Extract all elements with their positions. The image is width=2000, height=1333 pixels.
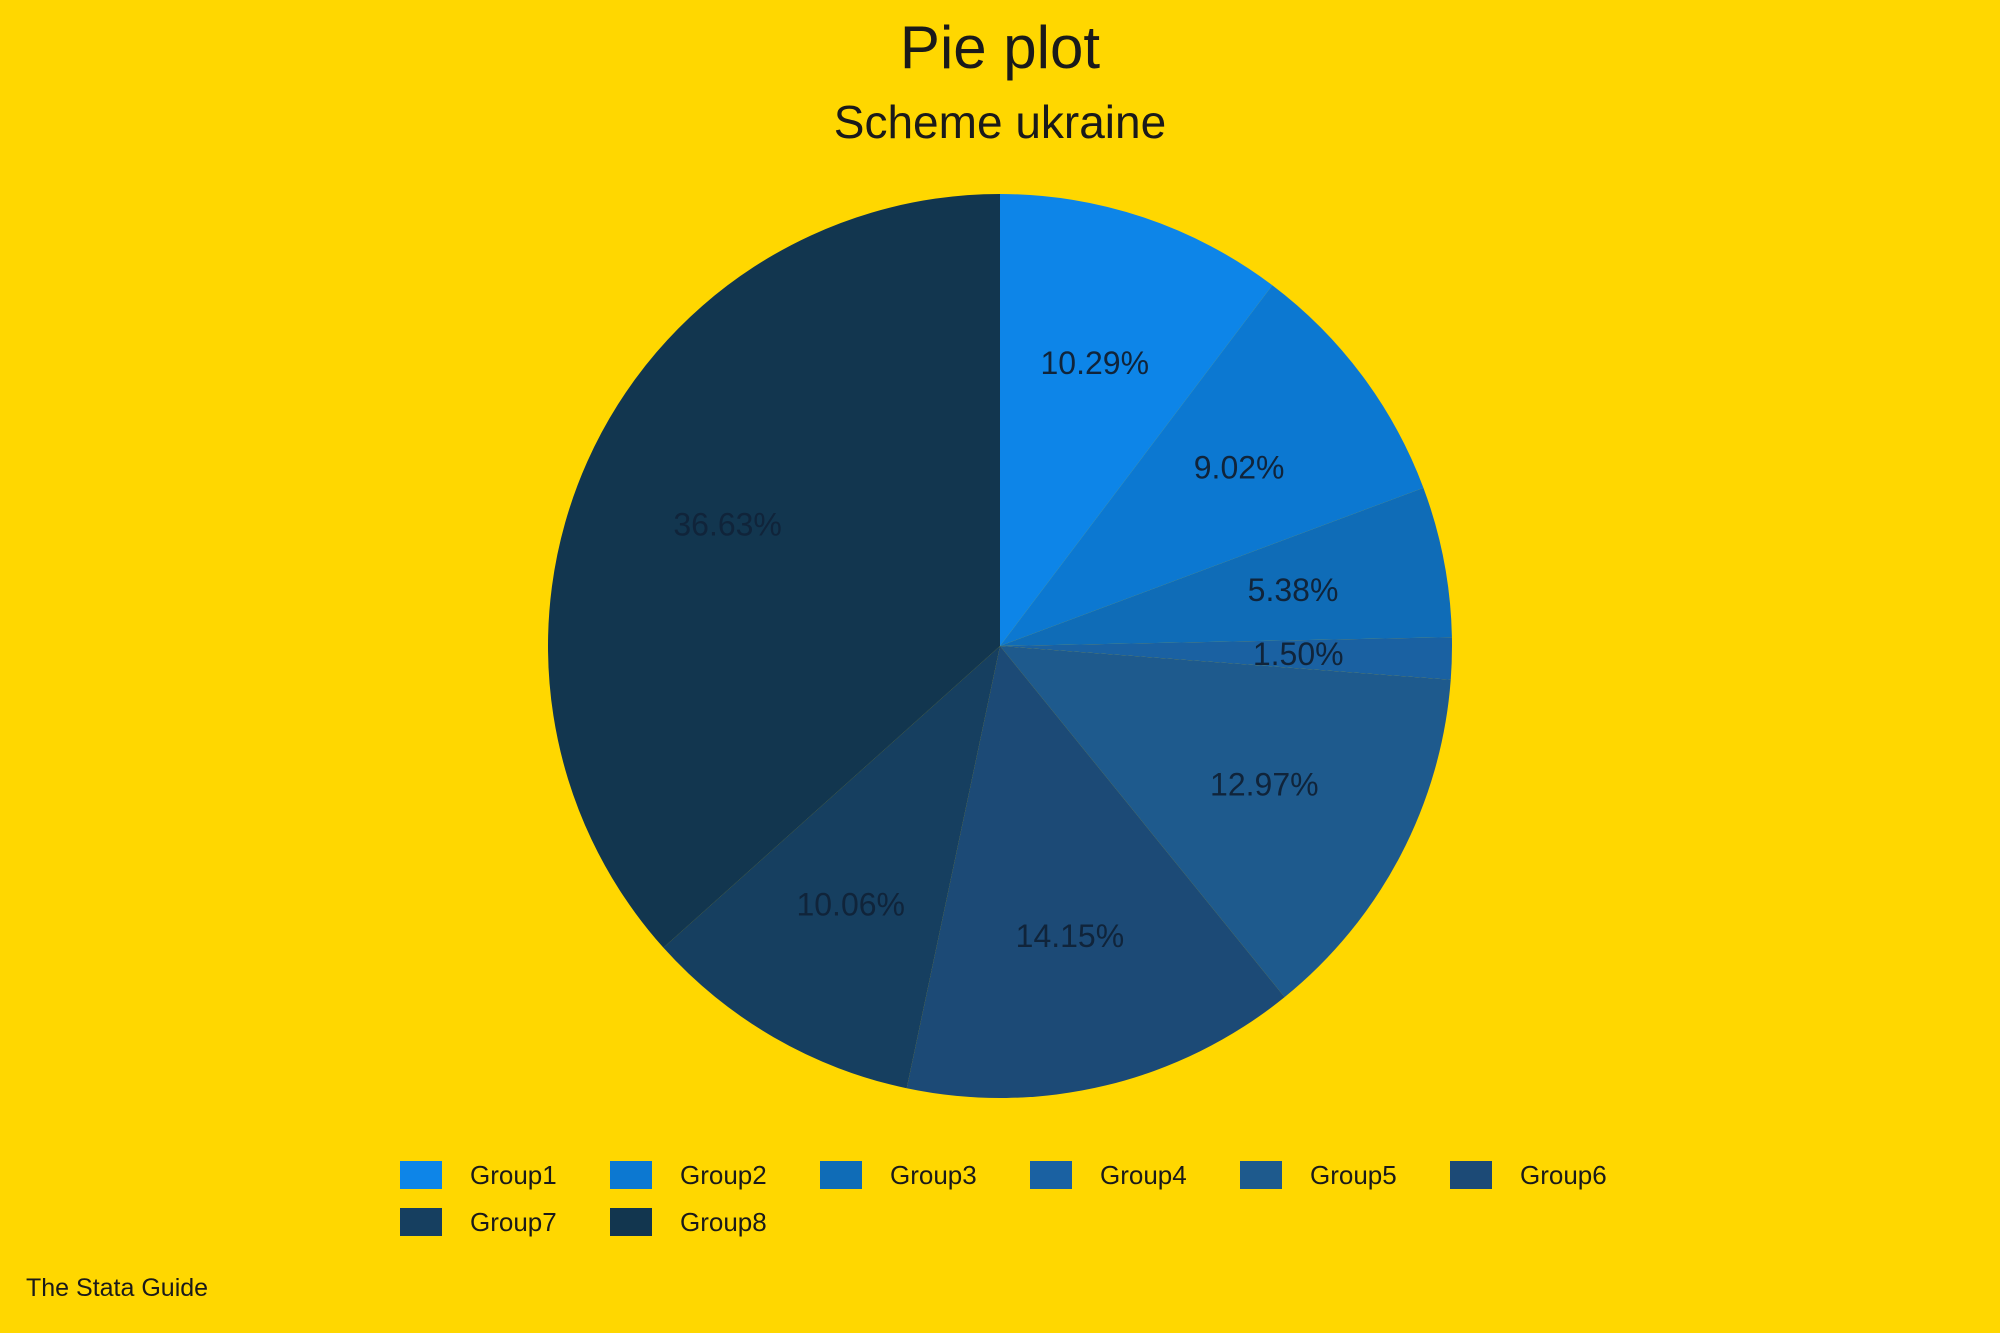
legend-item-group7: Group7 xyxy=(400,1205,557,1239)
pie-slice-group1 xyxy=(1000,194,1273,646)
legend-label: Group2 xyxy=(680,1159,767,1190)
pie-slice-labels: 10.29% 9.02% 5.38% 1.50% 12.97% 14.15% 10.06% 3… xyxy=(673,345,1343,954)
legend-item-group8: Group8 xyxy=(610,1205,767,1239)
legend-swatch xyxy=(1450,1161,1492,1189)
legend-label: Group8 xyxy=(680,1206,767,1237)
slice-label-group8: 36.63% xyxy=(673,506,782,542)
legend-label: Group1 xyxy=(470,1159,557,1190)
legend-swatch xyxy=(400,1208,442,1236)
pie-slice-group2 xyxy=(1000,285,1424,646)
legend-swatch xyxy=(400,1161,442,1189)
footer-note: The Stata Guide xyxy=(26,1274,209,1302)
slice-label-group1: 10.29% xyxy=(1041,345,1150,381)
chart-subtitle: Scheme ukraine xyxy=(833,96,1167,148)
legend-swatch xyxy=(820,1161,862,1189)
legend-label: Group3 xyxy=(890,1159,977,1190)
chart-title: Pie plot xyxy=(899,14,1101,81)
legend-item-group3: Group3 xyxy=(820,1158,977,1192)
pie-slice-group4 xyxy=(1000,637,1452,680)
pie-slice-group5 xyxy=(1000,646,1451,998)
slice-label-group2: 9.02% xyxy=(1194,450,1285,486)
legend-swatch xyxy=(610,1208,652,1236)
pie-slices xyxy=(547,194,1452,1098)
pie-slice-group8 xyxy=(547,194,1000,948)
legend-item-group5: Group5 xyxy=(1240,1158,1397,1192)
pie-slice-group7 xyxy=(663,646,1000,1089)
slice-label-group6: 14.15% xyxy=(1016,918,1125,954)
slice-label-group7: 10.06% xyxy=(796,886,905,922)
pie-slice-group3 xyxy=(1000,487,1452,646)
legend-item-group4: Group4 xyxy=(1030,1158,1187,1192)
legend-swatch xyxy=(610,1161,652,1189)
slice-label-group4: 1.50% xyxy=(1253,636,1344,672)
legend-label: Group5 xyxy=(1310,1159,1397,1190)
legend-swatch xyxy=(1240,1161,1282,1189)
legend-label: Group7 xyxy=(470,1206,557,1237)
slice-label-group3: 5.38% xyxy=(1248,572,1339,608)
legend-label: Group6 xyxy=(1520,1159,1607,1190)
legend-item-group1: Group1 xyxy=(400,1158,557,1192)
legend-label: Group4 xyxy=(1100,1159,1187,1190)
pie-slice-group6 xyxy=(906,646,1285,1098)
legend-swatch xyxy=(1030,1161,1072,1189)
slice-label-group5: 12.97% xyxy=(1210,766,1319,802)
legend-item-group2: Group2 xyxy=(610,1158,767,1192)
legend-item-group6: Group6 xyxy=(1450,1158,1607,1192)
